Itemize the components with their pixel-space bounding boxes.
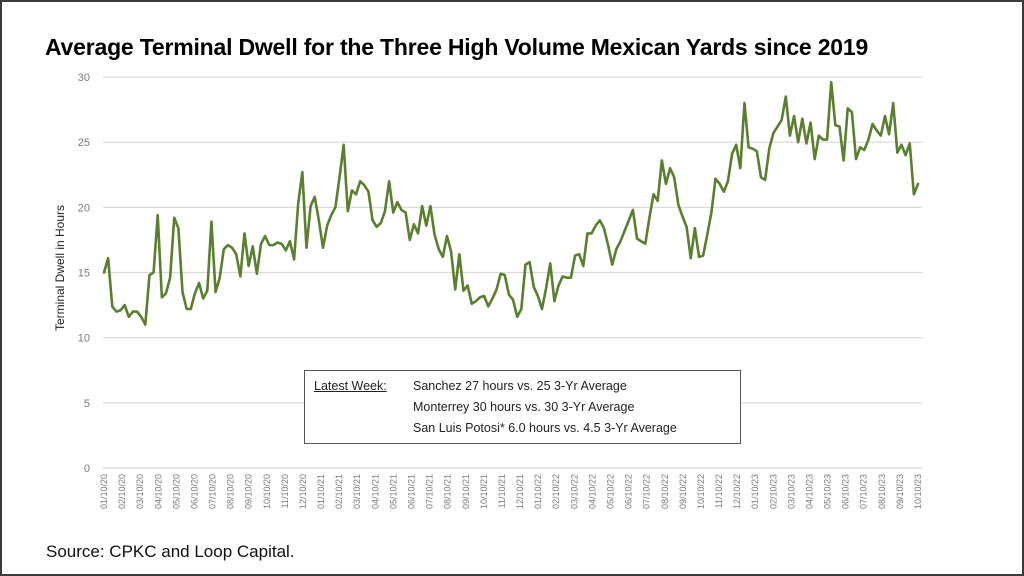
x-tick-label: 11/10/20 — [280, 474, 290, 508]
y-tick-label: 5 — [84, 398, 90, 410]
x-tick-label: 02/10/20 — [117, 474, 127, 509]
y-tick-label: 20 — [78, 202, 90, 214]
x-tick-label: 04/10/22 — [587, 474, 597, 509]
y-tick-label: 15 — [78, 268, 90, 280]
x-tick-label: 01/10/21 — [316, 474, 326, 509]
x-axis-ticks: 01/10/20 02/10/20 03/10/20 04/10/20 05/10/20… — [99, 474, 923, 509]
x-tick-label: 10/10/22 — [696, 474, 706, 509]
annotation-line-san-luis-potosi: San Luis Potosi* 6.0 hours vs. 4.5 3-Yr … — [413, 421, 677, 435]
x-tick-label: 05/10/21 — [388, 474, 398, 509]
x-tick-label: 03/10/22 — [569, 474, 579, 509]
source-note: Source: CPKC and Loop Capital. — [46, 542, 295, 561]
x-tick-label: 06/10/23 — [841, 474, 851, 509]
annotation-heading: Latest Week: — [314, 379, 387, 393]
x-tick-label: 12/10/22 — [732, 474, 742, 509]
x-tick-label: 03/10/23 — [786, 474, 796, 509]
x-tick-label: 01/10/20 — [99, 474, 109, 509]
y-axis-ticks: 0 5 10 15 20 25 30 — [78, 72, 90, 475]
x-tick-label: 12/10/21 — [515, 474, 525, 509]
x-tick-label: 01/10/22 — [533, 474, 543, 509]
x-tick-label: 11/10/21 — [497, 474, 507, 508]
x-tick-label: 07/10/21 — [425, 474, 435, 509]
series-line-0 — [102, 80, 920, 326]
series-group — [102, 80, 920, 326]
x-tick-label: 05/10/20 — [171, 474, 181, 509]
x-tick-label: 08/10/22 — [660, 474, 670, 509]
x-tick-label: 07/10/20 — [208, 474, 218, 509]
x-tick-label: 08/10/23 — [877, 474, 887, 509]
y-axis-label: Terminal Dwell in Hours — [53, 205, 67, 331]
x-tick-label: 02/10/22 — [551, 474, 561, 509]
x-tick-label: 04/10/21 — [370, 474, 380, 509]
x-tick-label: 06/10/20 — [189, 474, 199, 509]
x-tick-label: 04/10/23 — [804, 474, 814, 509]
x-tick-label: 05/10/23 — [823, 474, 833, 509]
x-tick-label: 09/10/20 — [244, 474, 254, 509]
x-tick-label: 06/10/22 — [624, 474, 634, 509]
x-tick-label: 08/10/21 — [443, 474, 453, 509]
x-tick-label: 10/10/23 — [913, 474, 923, 509]
annotation-line-sanchez: Sanchez 27 hours vs. 25 3-Yr Average — [413, 379, 627, 393]
x-tick-label: 04/10/20 — [153, 474, 163, 509]
x-tick-label: 06/10/21 — [407, 474, 417, 509]
x-tick-label: 05/10/22 — [605, 474, 615, 509]
x-tick-label: 03/10/20 — [135, 474, 145, 509]
x-tick-label: 09/10/23 — [895, 474, 905, 509]
annotation-line-monterrey: Monterrey 30 hours vs. 30 3-Yr Average — [413, 400, 635, 414]
gridlines — [103, 76, 922, 469]
x-tick-label: 02/10/21 — [334, 474, 344, 509]
x-tick-label: 10/10/21 — [479, 474, 489, 509]
latest-week-annotation: Latest Week: Sanchez 27 hours vs. 25 3-Y… — [304, 370, 741, 444]
x-tick-label: 01/10/23 — [750, 474, 760, 509]
x-tick-label: 11/10/22 — [714, 474, 724, 508]
x-tick-label: 03/10/21 — [352, 474, 362, 509]
y-tick-label: 25 — [78, 137, 90, 149]
x-tick-label: 09/10/22 — [678, 474, 688, 509]
y-tick-label: 0 — [84, 463, 90, 475]
chart-title: Average Terminal Dwell for the Three Hig… — [45, 34, 869, 60]
x-tick-label: 09/10/21 — [461, 474, 471, 509]
x-tick-label: 12/10/20 — [298, 474, 308, 509]
x-tick-label: 07/10/23 — [859, 474, 869, 509]
x-tick-label: 02/10/23 — [768, 474, 778, 509]
y-tick-label: 30 — [78, 72, 90, 84]
x-tick-label: 10/10/20 — [262, 474, 272, 509]
x-tick-label: 07/10/22 — [642, 474, 652, 509]
y-tick-label: 10 — [78, 333, 90, 345]
x-tick-label: 08/10/20 — [226, 474, 236, 509]
